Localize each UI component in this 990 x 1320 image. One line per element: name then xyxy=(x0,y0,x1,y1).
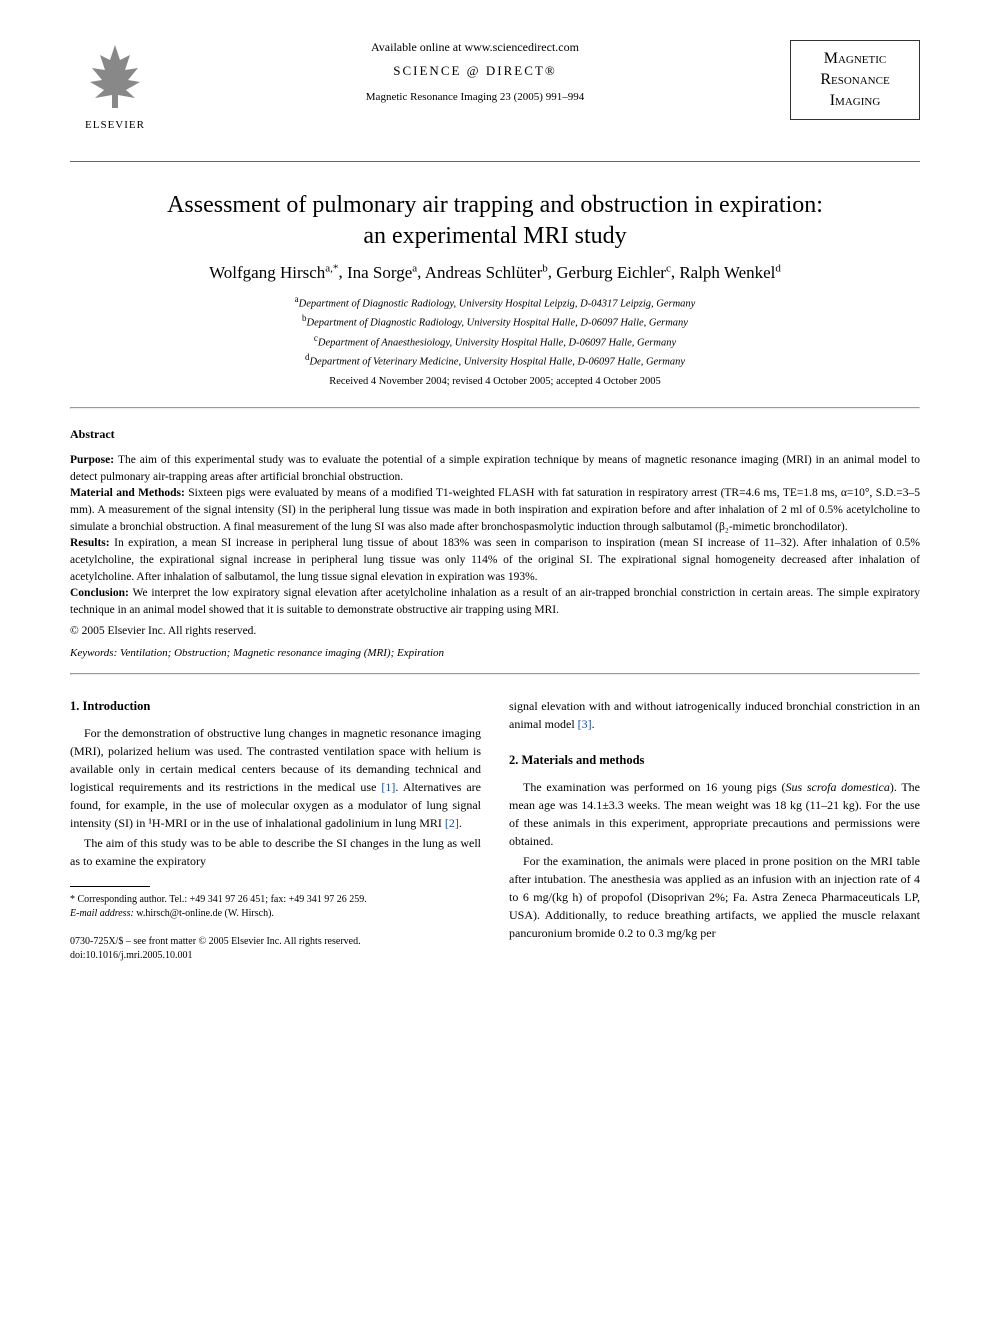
journal-logo-line: Imaging xyxy=(795,91,915,112)
author-sup: a xyxy=(412,262,417,274)
affiliation-sup: b xyxy=(302,313,307,323)
abstract-methods: Sixteen pigs were evaluated by means of … xyxy=(70,487,920,532)
author-sup: b xyxy=(542,262,548,274)
affiliation: cDepartment of Anaesthesiology, Universi… xyxy=(70,332,920,351)
horizontal-rule xyxy=(70,407,920,409)
elsevier-name: ELSEVIER xyxy=(70,119,160,131)
author: Wolfgang Hirscha,* xyxy=(209,263,338,282)
citation-link-3[interactable]: [3] xyxy=(578,717,592,731)
journal-header: ELSEVIER Available online at www.science… xyxy=(70,40,920,131)
affiliation: aDepartment of Diagnostic Radiology, Uni… xyxy=(70,293,920,312)
affiliation: bDepartment of Diagnostic Radiology, Uni… xyxy=(70,312,920,331)
author: Andreas Schlüterb xyxy=(425,263,548,282)
abstract-conclusion-label: Conclusion: xyxy=(70,587,133,599)
horizontal-rule xyxy=(70,161,920,162)
elsevier-tree-icon xyxy=(80,40,150,110)
horizontal-rule xyxy=(70,673,920,675)
abstract-heading: Abstract xyxy=(70,427,920,442)
section-2-heading: 2. Materials and methods xyxy=(509,751,920,770)
species-name: Sus scrofa domestica xyxy=(785,780,889,794)
author: Gerburg Eichlerc xyxy=(556,263,671,282)
body-columns: 1. Introduction For the demonstration of… xyxy=(70,697,920,963)
elsevier-logo: ELSEVIER xyxy=(70,40,160,131)
abstract-results-label: Results: xyxy=(70,537,114,549)
title-line-2: an experimental MRI study xyxy=(363,223,626,249)
journal-reference: Magnetic Resonance Imaging 23 (2005) 991… xyxy=(180,91,770,103)
affiliation-sup: c xyxy=(314,333,318,343)
email-label: E-mail address: xyxy=(70,908,136,919)
abstract-body: Purpose: The aim of this experimental st… xyxy=(70,452,920,619)
left-column: 1. Introduction For the demonstration of… xyxy=(70,697,481,963)
keywords-line: Keywords: Ventilation; Obstruction; Magn… xyxy=(70,647,920,659)
abstract-methods-label: Material and Methods: xyxy=(70,487,188,499)
author: Ralph Wenkeld xyxy=(679,263,781,282)
section-1-heading: 1. Introduction xyxy=(70,697,481,716)
journal-logo: Magnetic Resonance Imaging xyxy=(790,40,920,120)
title-line-1: Assessment of pulmonary air trapping and… xyxy=(167,192,823,218)
front-matter-line: 0730-725X/$ – see front matter © 2005 El… xyxy=(70,935,481,949)
doi-line: doi:10.1016/j.mri.2005.10.001 xyxy=(70,949,481,963)
abstract-results: In expiration, a mean SI increase in per… xyxy=(70,537,920,582)
intro-paragraph-1: For the demonstration of obstructive lun… xyxy=(70,724,481,832)
footnotes: * Corresponding author. Tel.: +49 341 97… xyxy=(70,893,481,921)
author-list: Wolfgang Hirscha,*, Ina Sorgea, Andreas … xyxy=(70,262,920,283)
journal-logo-line: Magnetic xyxy=(795,49,915,70)
author-sup: a,* xyxy=(325,262,338,274)
affiliation: dDepartment of Veterinary Medicine, Univ… xyxy=(70,351,920,370)
abstract-purpose: The aim of this experimental study was t… xyxy=(70,454,920,483)
intro-continuation: signal elevation with and without iatrog… xyxy=(509,697,920,733)
sciencedirect-label: SCIENCE @ DIRECT® xyxy=(180,63,770,79)
abstract-copyright: © 2005 Elsevier Inc. All rights reserved… xyxy=(70,625,920,637)
citation-link-2[interactable]: [2] xyxy=(445,816,459,830)
keywords-label: Keywords: xyxy=(70,647,120,659)
article-dates: Received 4 November 2004; revised 4 Octo… xyxy=(70,376,920,387)
affiliation-sup: a xyxy=(295,294,299,304)
email-value: w.hirsch@t-online.de (W. Hirsch). xyxy=(136,908,274,919)
keywords-text: Ventilation; Obstruction; Magnetic reson… xyxy=(120,647,444,659)
abstract-conclusion: We interpret the low expiratory signal e… xyxy=(70,587,920,616)
journal-logo-line: Resonance xyxy=(795,70,915,91)
doi-block: 0730-725X/$ – see front matter © 2005 El… xyxy=(70,935,481,963)
methods-paragraph-2: For the examination, the animals were pl… xyxy=(509,852,920,942)
intro-paragraph-2: The aim of this study was to be able to … xyxy=(70,834,481,870)
available-online-text: Available online at www.sciencedirect.co… xyxy=(180,40,770,55)
author-sup: c xyxy=(666,262,671,274)
abstract-purpose-label: Purpose: xyxy=(70,454,118,466)
methods-paragraph-1: The examination was performed on 16 youn… xyxy=(509,778,920,850)
affiliations: aDepartment of Diagnostic Radiology, Uni… xyxy=(70,293,920,370)
email-footnote: E-mail address: w.hirsch@t-online.de (W.… xyxy=(70,907,481,921)
affiliation-sup: d xyxy=(305,352,310,362)
author-sup: d xyxy=(775,262,781,274)
footnote-rule xyxy=(70,886,150,887)
author: Ina Sorgea xyxy=(347,263,417,282)
corresponding-author-footnote: * Corresponding author. Tel.: +49 341 97… xyxy=(70,893,481,907)
header-center: Available online at www.sciencedirect.co… xyxy=(160,40,790,103)
article-title: Assessment of pulmonary air trapping and… xyxy=(70,190,920,252)
right-column: signal elevation with and without iatrog… xyxy=(509,697,920,963)
citation-link-1[interactable]: [1] xyxy=(381,780,395,794)
